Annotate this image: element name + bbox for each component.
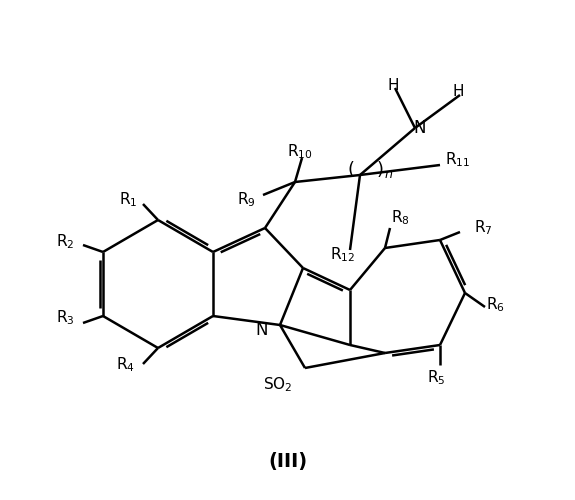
Text: (III): (III) [269, 452, 308, 471]
Text: R$_2$: R$_2$ [56, 232, 74, 252]
Text: N: N [256, 321, 269, 339]
Text: H: H [387, 78, 398, 92]
Text: R$_5$: R$_5$ [427, 368, 445, 388]
Text: R$_3$: R$_3$ [56, 308, 74, 328]
Text: R$_9$: R$_9$ [237, 190, 255, 210]
Text: H: H [453, 84, 464, 100]
Text: R$_4$: R$_4$ [116, 356, 135, 374]
Text: R$_8$: R$_8$ [390, 208, 409, 228]
Text: SO$_2$: SO$_2$ [263, 376, 293, 394]
Text: R$_1$: R$_1$ [119, 190, 137, 210]
Text: R$_{11}$: R$_{11}$ [446, 150, 470, 170]
Text: R$_{10}$: R$_{10}$ [287, 142, 313, 162]
Text: (    )$_n$: ( )$_n$ [347, 160, 393, 180]
Text: R$_7$: R$_7$ [474, 218, 492, 238]
Text: R$_{12}$: R$_{12}$ [331, 246, 355, 264]
Text: N: N [414, 119, 426, 137]
Text: R$_6$: R$_6$ [485, 296, 504, 314]
